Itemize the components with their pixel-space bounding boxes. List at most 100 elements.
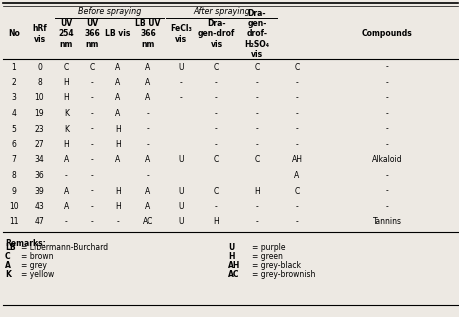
Text: = grey-black: = grey-black [252,261,300,270]
Text: Compounds: Compounds [361,29,411,38]
Text: -: - [295,217,298,227]
Text: Before spraying: Before spraying [78,8,141,16]
Text: -: - [90,156,93,165]
Text: -: - [179,78,182,87]
Text: 11: 11 [9,217,19,227]
Text: C: C [213,186,218,196]
Text: -: - [295,125,298,133]
Text: H: H [228,252,234,261]
Text: 8: 8 [11,171,17,180]
Text: K: K [64,109,69,118]
Text: A: A [145,78,150,87]
Text: A: A [64,156,69,165]
Text: -: - [385,109,387,118]
Text: A: A [5,261,11,270]
Text: -: - [215,125,218,133]
Text: -: - [255,202,258,211]
Text: -: - [385,62,387,72]
Text: Remarks:: Remarks: [5,239,45,248]
Text: = purple: = purple [252,243,285,252]
Text: A: A [145,156,150,165]
Text: -: - [90,202,93,211]
Text: hRf
vis: hRf vis [32,24,47,44]
Text: -: - [215,94,218,102]
Text: -: - [255,94,258,102]
Text: = Libermann-Burchard: = Libermann-Burchard [21,243,108,252]
Text: 8: 8 [37,78,42,87]
Text: LB UV
366
nm: LB UV 366 nm [135,19,160,49]
Text: 5: 5 [11,125,17,133]
Text: -: - [295,140,298,149]
Text: 0: 0 [37,62,42,72]
Text: 9: 9 [11,186,17,196]
Text: C: C [5,252,11,261]
Text: Dra-
gen-
drof-
H₂SO₄
vis: Dra- gen- drof- H₂SO₄ vis [244,9,269,59]
Text: -: - [295,78,298,87]
Text: C: C [64,62,69,72]
Text: Tannins: Tannins [372,217,401,227]
Text: 3: 3 [11,94,17,102]
Text: H: H [63,94,69,102]
Text: 23: 23 [34,125,44,133]
Text: 27: 27 [34,140,44,149]
Text: -: - [146,109,149,118]
Text: -: - [385,125,387,133]
Text: 6: 6 [11,140,17,149]
Text: 4: 4 [11,109,17,118]
Text: C: C [213,62,218,72]
Text: A: A [145,186,150,196]
Text: -: - [385,94,387,102]
Text: A: A [64,202,69,211]
Text: AH: AH [228,261,240,270]
Text: U: U [178,202,183,211]
Text: 39: 39 [34,186,44,196]
Text: -: - [90,78,93,87]
Text: C: C [89,62,95,72]
Text: -: - [90,217,93,227]
Text: U: U [178,217,183,227]
Text: -: - [146,171,149,180]
Text: H: H [115,202,121,211]
Text: = green: = green [252,252,282,261]
Text: U: U [228,243,234,252]
Text: -: - [117,217,119,227]
Text: 34: 34 [34,156,44,165]
Text: 7: 7 [11,156,17,165]
Text: = grey-brownish: = grey-brownish [252,270,315,279]
Text: -: - [65,217,68,227]
Text: LB vis: LB vis [105,29,130,38]
Text: 10: 10 [34,94,44,102]
Text: A: A [115,109,120,118]
Text: AH: AH [291,156,302,165]
Text: K: K [5,270,11,279]
Text: K: K [64,125,69,133]
Text: U: U [178,62,183,72]
Text: -: - [385,140,387,149]
Text: 43: 43 [34,202,44,211]
Text: -: - [385,78,387,87]
Text: -: - [65,171,68,180]
Text: UV
366
nm: UV 366 nm [84,19,100,49]
Text: 47: 47 [34,217,44,227]
Text: H: H [213,217,219,227]
Text: UV
254
nm: UV 254 nm [59,19,74,49]
Text: -: - [255,217,258,227]
Text: 19: 19 [34,109,44,118]
Text: -: - [215,78,218,87]
Text: Dra-
gen-drof
vis: Dra- gen-drof vis [197,19,235,49]
Text: A: A [294,171,299,180]
Text: 1: 1 [11,62,17,72]
Text: -: - [255,125,258,133]
Text: = yellow: = yellow [21,270,54,279]
Text: -: - [385,171,387,180]
Text: -: - [255,78,258,87]
Text: H: H [63,78,69,87]
Text: U: U [178,186,183,196]
Text: FeCl₃
vis: FeCl₃ vis [170,24,191,44]
Text: A: A [145,62,150,72]
Text: U: U [178,156,183,165]
Text: -: - [215,202,218,211]
Text: C: C [294,62,299,72]
Text: C: C [294,186,299,196]
Text: -: - [255,109,258,118]
